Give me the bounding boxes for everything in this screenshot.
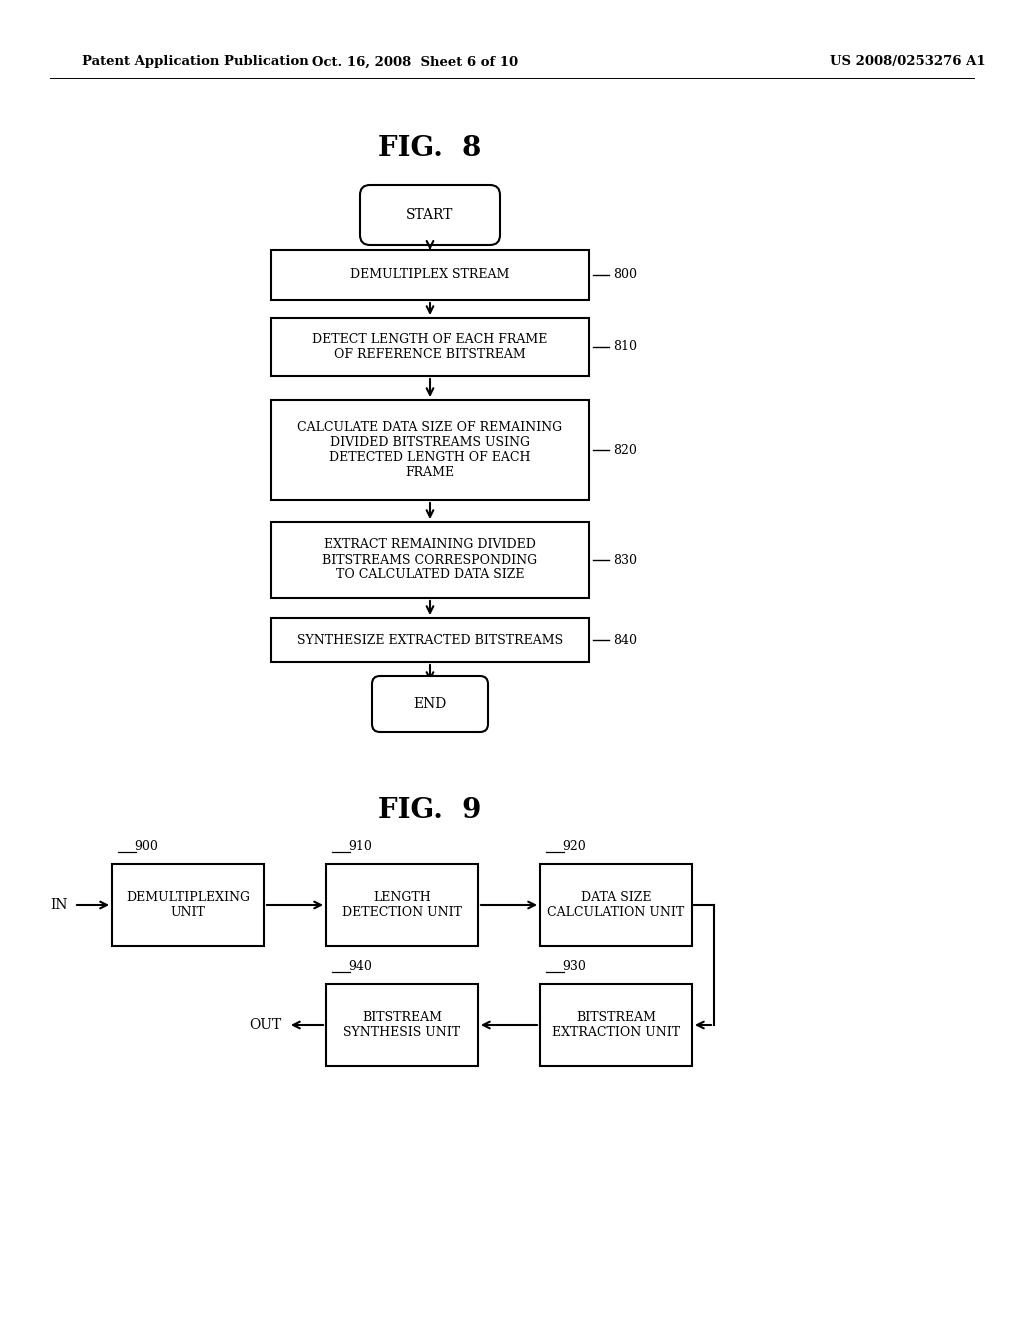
Text: 800: 800 [613, 268, 637, 281]
Text: 810: 810 [613, 341, 637, 354]
Bar [112, 865, 264, 946]
Text: 830: 830 [613, 553, 637, 566]
Bar [271, 521, 589, 598]
Text: FIG.  9: FIG. 9 [378, 796, 481, 824]
Text: EXTRACT REMAINING DIVIDED
BITSTREAMS CORRESPONDING
TO CALCULATED DATA SIZE: EXTRACT REMAINING DIVIDED BITSTREAMS COR… [323, 539, 538, 582]
Bar [326, 865, 478, 946]
Text: FIG.  8: FIG. 8 [378, 135, 481, 161]
Text: 900: 900 [134, 840, 158, 853]
Text: 920: 920 [562, 840, 586, 853]
Bar [271, 400, 589, 500]
Text: 940: 940 [348, 960, 372, 973]
Text: DATA SIZE
CALCULATION UNIT: DATA SIZE CALCULATION UNIT [548, 891, 685, 919]
Text: BITSTREAM
EXTRACTION UNIT: BITSTREAM EXTRACTION UNIT [552, 1011, 680, 1039]
Text: 910: 910 [348, 840, 372, 853]
Text: OUT: OUT [250, 1018, 282, 1032]
Text: Patent Application Publication: Patent Application Publication [82, 55, 309, 69]
Bar [540, 865, 692, 946]
Bar [271, 318, 589, 376]
Text: DETECT LENGTH OF EACH FRAME
OF REFERENCE BITSTREAM: DETECT LENGTH OF EACH FRAME OF REFERENCE… [312, 333, 548, 360]
Text: IN: IN [50, 898, 68, 912]
Bar [271, 618, 589, 663]
Bar [540, 983, 692, 1067]
FancyBboxPatch shape [360, 185, 500, 246]
Text: START: START [407, 209, 454, 222]
Bar [271, 249, 589, 300]
Text: LENGTH
DETECTION UNIT: LENGTH DETECTION UNIT [342, 891, 462, 919]
Text: DEMULTIPLEXING
UNIT: DEMULTIPLEXING UNIT [126, 891, 250, 919]
Text: US 2008/0253276 A1: US 2008/0253276 A1 [830, 55, 986, 69]
Text: END: END [414, 697, 446, 711]
Bar [326, 983, 478, 1067]
FancyBboxPatch shape [372, 676, 488, 733]
Text: 820: 820 [613, 444, 637, 457]
Text: BITSTREAM
SYNTHESIS UNIT: BITSTREAM SYNTHESIS UNIT [343, 1011, 461, 1039]
Text: CALCULATE DATA SIZE OF REMAINING
DIVIDED BITSTREAMS USING
DETECTED LENGTH OF EAC: CALCULATE DATA SIZE OF REMAINING DIVIDED… [297, 421, 562, 479]
Text: 840: 840 [613, 634, 637, 647]
Text: DEMULTIPLEX STREAM: DEMULTIPLEX STREAM [350, 268, 510, 281]
Text: 930: 930 [562, 960, 586, 973]
Text: Oct. 16, 2008  Sheet 6 of 10: Oct. 16, 2008 Sheet 6 of 10 [312, 55, 518, 69]
Text: SYNTHESIZE EXTRACTED BITSTREAMS: SYNTHESIZE EXTRACTED BITSTREAMS [297, 634, 563, 647]
